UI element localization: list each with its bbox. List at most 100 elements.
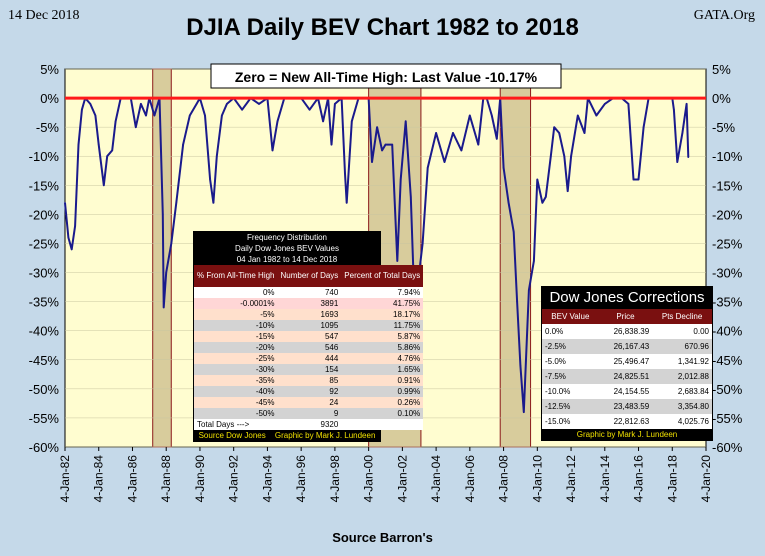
corrections-footer: Graphic by Mark J. Lundeen — [576, 430, 678, 439]
bev-point — [271, 149, 274, 152]
chart-date: 14 Dec 2018 — [8, 8, 80, 23]
frequency-total-label: Total Days ---> — [197, 420, 250, 429]
frequency-cell: 1095 — [320, 321, 339, 330]
frequency-cell: 740 — [324, 288, 339, 297]
y-tick-label-left: -50% — [29, 382, 60, 397]
frequency-rows: 0% 740 7.94% -0.0001% 3891 41.75% -5% 1693 18.17… — [194, 287, 424, 419]
frequency-cell: 0% — [262, 288, 275, 297]
x-tick-label: 4-Jan-00 — [362, 455, 376, 503]
bev-point — [334, 103, 336, 105]
frequency-row: 0% 740 7.94% — [194, 287, 424, 298]
frequency-footer-credit: Graphic by Mark J. Lundeen — [274, 431, 376, 440]
x-tick-label: 4-Jan-98 — [328, 455, 342, 503]
chart-title: DJIA Daily BEV Chart 1982 to 2018 — [186, 14, 579, 41]
x-tick-label: 4-Jan-88 — [159, 455, 173, 503]
bev-point — [204, 114, 206, 117]
frequency-row: -15% 547 5.87% — [194, 331, 424, 342]
corrections-cell: -2.5% — [545, 342, 566, 351]
frequency-cell: 4.76% — [397, 354, 421, 363]
bev-point — [583, 132, 586, 134]
frequency-cell: -45% — [255, 398, 275, 407]
bev-point — [595, 114, 598, 117]
frequency-cell: 5.86% — [397, 343, 421, 352]
frequency-cell: 11.75% — [393, 321, 421, 330]
corrections-rows: 0.0% 26,838.39 0.00 -2.5% 26,167.43 670.96 -5.… — [542, 324, 712, 429]
corrections-col-2: Price — [598, 309, 653, 324]
frequency-cell: -35% — [255, 376, 275, 385]
bev-point — [396, 260, 399, 262]
bev-point — [536, 178, 539, 181]
corrections-cell: -15.0% — [545, 417, 571, 426]
frequency-cell: -50% — [255, 409, 275, 418]
frequency-row: -25% 444 4.76% — [194, 353, 424, 364]
bev-point — [544, 196, 547, 198]
bev-point — [97, 143, 100, 146]
bev-point — [519, 364, 522, 367]
bev-point — [322, 120, 324, 123]
frequency-cell: 18.17% — [393, 310, 421, 319]
bev-point — [563, 155, 566, 158]
frequency-row: -5% 1693 18.17% — [194, 309, 424, 320]
frequency-cell: -0.0001% — [240, 299, 275, 308]
corrections-cell: 26,838.39 — [613, 327, 650, 336]
frequency-title-2: Daily Dow Jones BEV Values — [194, 243, 380, 254]
bev-point — [642, 126, 645, 128]
frequency-row: -45% 24 0.26% — [194, 397, 424, 408]
bev-point — [111, 149, 114, 152]
frequency-cell: -10% — [255, 321, 275, 330]
frequency-cell: 546 — [324, 343, 339, 352]
x-tick-label: 4-Jan-86 — [125, 455, 139, 503]
bev-point — [404, 120, 407, 123]
bev-point — [421, 242, 424, 245]
bev-point — [371, 161, 373, 163]
bev-point — [135, 126, 137, 128]
bev-point — [89, 103, 92, 105]
right-y-axis: 5% 0% -5% -10% -15% -20% -25% -30% -35% -40% -45% -… — [712, 62, 743, 455]
x-tick-label: 4-Jan-04 — [429, 455, 443, 503]
bev-point — [145, 114, 147, 117]
frequency-row: -50% 9 0.10% — [194, 408, 424, 419]
x-tick-label: 4-Jan-14 — [598, 455, 612, 503]
bev-point — [221, 114, 223, 117]
frequency-cell: 92 — [329, 387, 339, 396]
bev-point — [637, 178, 640, 181]
frequency-cell: 444 — [324, 354, 339, 363]
bev-point — [452, 132, 454, 134]
frequency-cell: -5% — [260, 310, 275, 319]
frequency-cell: -40% — [255, 387, 275, 396]
y-tick-label-left: -55% — [29, 411, 60, 426]
corrections-cell: 3,354.80 — [677, 402, 709, 411]
frequency-title-3: 04 Jan 1982 to 14 Dec 2018 — [194, 254, 380, 265]
x-tick-label: 4-Jan-90 — [193, 455, 207, 503]
bev-point — [102, 184, 105, 187]
corrections-row: -12.5% 23,483.59 3,354.80 — [542, 399, 712, 414]
bev-point — [502, 167, 505, 169]
frequency-cell: 0.10% — [397, 409, 421, 418]
x-tick-label: 4-Jan-96 — [294, 455, 308, 503]
corrections-header-row: BEV Value Price Pts Decline — [542, 309, 712, 324]
bev-point — [681, 132, 684, 134]
x-tick-label: 4-Jan-82 — [58, 455, 72, 503]
frequency-cell: -25% — [255, 354, 275, 363]
bev-point — [477, 143, 480, 146]
y-tick-label-right: -10% — [712, 149, 743, 164]
y-tick-label-right: -35% — [712, 295, 743, 310]
y-tick-label-right: -5% — [712, 120, 736, 135]
corrections-col-3: Pts Decline — [652, 309, 712, 324]
bev-point — [189, 114, 191, 117]
bev-point — [195, 103, 198, 105]
bev-point — [209, 178, 211, 181]
left-y-axis: 5% 0% -5% -10% -15% -20% -25% -30% -35% -40% -45% -… — [29, 62, 60, 455]
bev-point — [175, 201, 178, 204]
frequency-cell: 7.94% — [397, 288, 421, 297]
bev-point — [435, 132, 437, 134]
bev-point — [212, 201, 215, 204]
corrections-row: -15.0% 22,812.63 4,025.76 — [542, 414, 712, 429]
frequency-row: -30% 154 1.65% — [194, 364, 424, 375]
bev-point — [566, 190, 569, 192]
frequency-cell: 41.75% — [393, 299, 421, 308]
corrections-cell: -12.5% — [545, 402, 571, 411]
frequency-footer-source: Source Dow Jones — [198, 431, 266, 440]
bev-point — [443, 161, 446, 163]
corrections-cell: 22,812.63 — [613, 417, 650, 426]
